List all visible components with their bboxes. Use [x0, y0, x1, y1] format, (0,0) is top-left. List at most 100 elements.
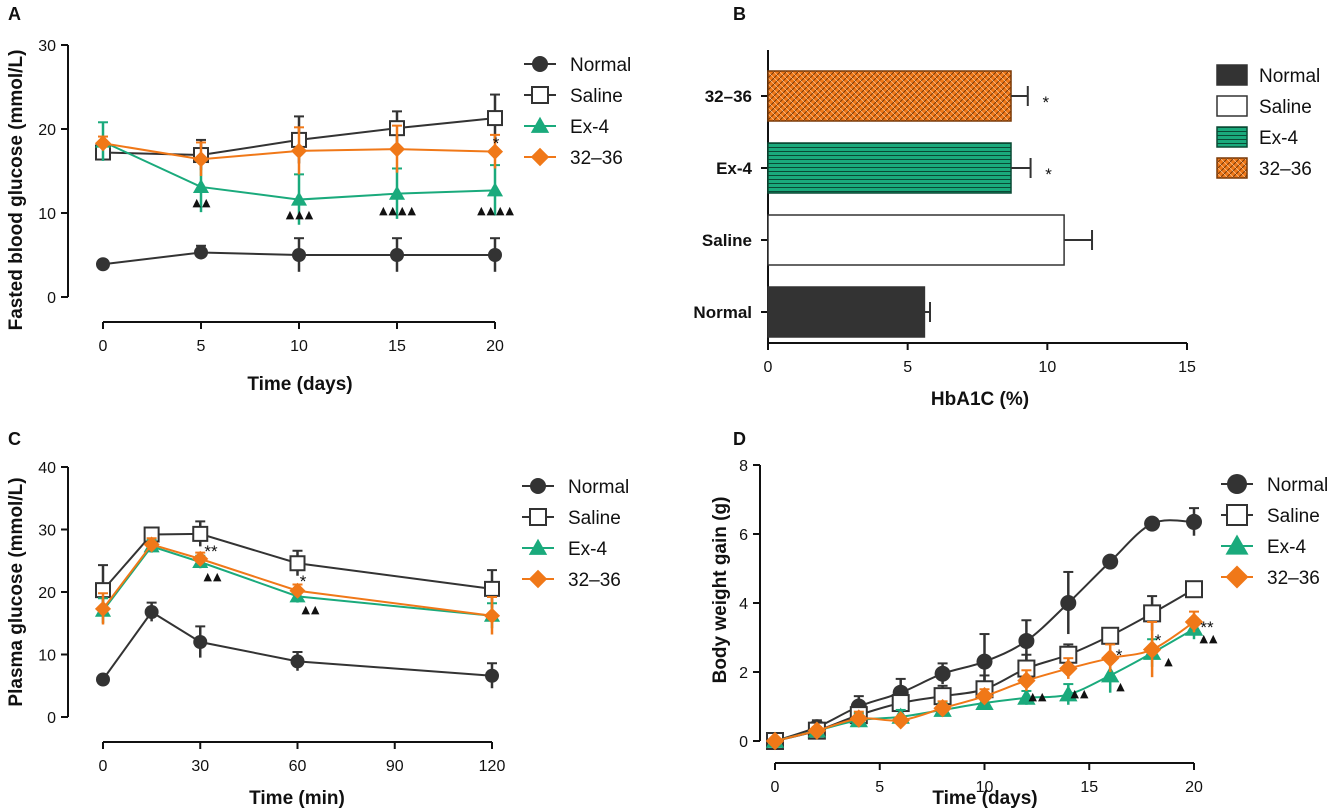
panel-d-series-3236-point [933, 699, 952, 718]
panel-a-legend-normal-marker-shape [532, 56, 548, 72]
panel-d-series-3236-point-shape [1184, 612, 1204, 632]
panel-d-legend-saline-label: Saline [1267, 506, 1320, 527]
panel-d-series-3236-point [807, 721, 827, 740]
panel-d-series-normal-point-shape [934, 665, 951, 682]
panel-d-y-tick-label: 0 [739, 734, 748, 751]
panel-c-series-3236-point [289, 582, 306, 599]
panel-a-series-3236-point [486, 143, 504, 160]
panel-d-legend-3236-label: 32–36 [1267, 568, 1320, 589]
panel-a-annotation: ▲▲▲ [286, 208, 314, 221]
panel-d-series-3236-point [1101, 649, 1120, 668]
panel-c-legend-normal-label: Normal [568, 477, 629, 498]
panel-a-x-tick-label: 5 [197, 338, 206, 355]
panel-a-legend-ex4-label: Ex-4 [570, 117, 610, 138]
panel-b-category-label: Ex-4 [716, 159, 752, 178]
panel-a-annotation: * [493, 134, 500, 153]
panel-a-series-3236-point [290, 142, 308, 159]
panel-c-series-3236-point [483, 607, 501, 624]
panel-d-series-3236-point-shape [1059, 659, 1078, 678]
panel-c-legend-saline-label: Saline [568, 508, 621, 529]
panel-d-series-saline-point-shape [1143, 604, 1162, 623]
panel-a-x-tick-label: 20 [486, 338, 504, 355]
panel-c-series-3236-point-shape [289, 582, 306, 599]
panel-c-series-3236-point [143, 536, 160, 553]
panel-b-legend-saline-swatch [1216, 95, 1248, 117]
panel-c-legend-ex4-label: Ex-4 [568, 539, 608, 560]
panel-a-x-tick-label: 0 [99, 338, 108, 355]
panel-c-y-tick-label: 10 [38, 648, 56, 665]
panel-a-letter: A [8, 4, 21, 24]
panel-d-legend-3236-marker [1225, 565, 1249, 589]
panel-d-legend-saline-marker-shape [1226, 504, 1248, 526]
panel-d-series-3236-point-shape [975, 686, 994, 706]
panel-a-series-normal-point [292, 248, 306, 262]
panel-d-series-3236-point [1017, 671, 1036, 690]
panel-d-series-normal-point-shape [1018, 632, 1035, 649]
panel-d-legend-saline-marker [1226, 504, 1248, 526]
panel-d-legend-ex4-marker-shape [1225, 534, 1249, 555]
panel-d-x-tick-label: 5 [875, 779, 884, 796]
panel-c-series-3236-point-shape [143, 536, 160, 553]
panel-c-series-normal-point-shape [193, 635, 208, 649]
panel-d-annotation: * [1155, 631, 1162, 650]
panel-a-x-tick-label: 10 [290, 338, 308, 355]
panel-b-x-tick-label: 0 [764, 359, 773, 376]
panel-a-y-tick-label: 0 [47, 290, 56, 307]
panel-a-series-3236-point-shape [94, 135, 112, 152]
panel-c-ylabel: Plasma glucose (mmol/L) [6, 477, 27, 706]
panel-a-series-3236-point [388, 141, 406, 158]
panel-a-series-normal-point-shape [390, 248, 404, 262]
panel-d-series-saline-point-shape [1185, 580, 1203, 599]
panel-d-annotation: ▲ [1164, 655, 1173, 668]
panel-c-series-saline-point [289, 555, 306, 572]
panel-d-series-3236-point [849, 709, 868, 728]
panel-d-series-3236-point [1059, 659, 1078, 678]
panel-d-series-ex4-point-shape [1059, 685, 1078, 702]
panel-c-series-saline-point-shape [192, 525, 209, 542]
panel-c-series-normal-point-shape [144, 605, 159, 619]
panel-a-annotation: ▲▲▲▲ [477, 204, 515, 217]
panel-c-legend-normal-marker-shape [530, 478, 546, 494]
panel-d-legend-ex4-label: Ex-4 [1267, 537, 1307, 558]
panel-b-x-tick-label: 10 [1038, 359, 1056, 376]
panel-a-legend-saline-label: Saline [570, 86, 623, 107]
panel-c-annotation: ** [204, 542, 218, 561]
panel-d-annotation: * [1116, 646, 1123, 665]
panel-b-letter: B [733, 4, 746, 24]
panel-c-legend-3236-label: 32–36 [568, 570, 621, 591]
panel-c-series-normal-point-shape [96, 672, 110, 687]
panel-c-series-3236-point [94, 600, 112, 617]
panel-a-legend-normal-label: Normal [570, 55, 631, 76]
panel-d-series-normal-point [976, 653, 993, 670]
panel-c-xlabel: Time (min) [249, 788, 345, 809]
panel-c-legend-saline-marker-shape [529, 508, 547, 526]
panel-d-annotation: ▲ [1116, 680, 1125, 693]
panel-d-series-ex4-point [1017, 688, 1036, 705]
panel-c-series-normal-point [290, 654, 305, 669]
panel-c-legend-saline-marker [529, 508, 547, 526]
panel-d-series-normal-point-shape [1102, 553, 1119, 570]
panel-d-series-normal-point-shape [1144, 515, 1161, 532]
panel-c-series-saline-point-shape [289, 555, 306, 572]
panel-a-series-normal-point-shape [194, 245, 208, 260]
panel-b-x-tick-label: 5 [903, 359, 912, 376]
panel-d-series-normal-point [1186, 513, 1202, 530]
panel-c-legend-3236-marker-shape [528, 569, 548, 589]
panel-c-annotation: ▲▲ [204, 570, 223, 583]
panel-b-legend-normal-swatch [1216, 64, 1248, 86]
panel-a-series-normal-point-shape [292, 248, 306, 262]
panel-c-y-tick-label: 0 [47, 710, 56, 727]
panel-d-legend-ex4-marker [1225, 534, 1249, 555]
panel-b-legend-ex4-swatch [1216, 126, 1248, 148]
panel-b-x-tick-label: 15 [1178, 359, 1196, 376]
panel-c-series-3236-point-shape [94, 600, 112, 617]
panel-c-legend-ex4-marker [528, 538, 548, 555]
panel-d-series-3236-point [975, 686, 994, 706]
panel-c-series-normal-point-shape [485, 668, 499, 683]
panel-d-y-tick-label: 6 [739, 527, 748, 544]
panel-c-y-tick-label: 30 [38, 523, 56, 540]
panel-d-x-tick-label: 10 [976, 779, 994, 796]
panel-a-series-ex4-point [290, 191, 308, 206]
panel-a-series-ex4-point [192, 178, 210, 193]
